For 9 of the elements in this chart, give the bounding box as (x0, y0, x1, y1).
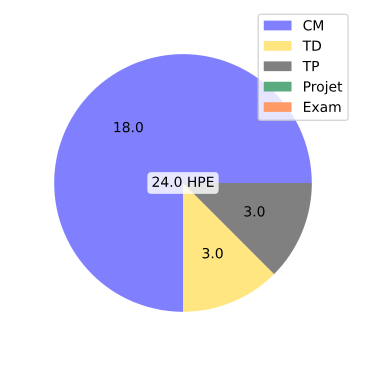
legend-label: TP (302, 61, 320, 72)
text: 24.0 HPE (152, 176, 214, 188)
legend-label: Projet (304, 80, 342, 94)
data-label: 18.0 (114, 122, 143, 132)
data-label: 3.0 (202, 248, 223, 258)
legend-label: Exam (304, 102, 340, 112)
legend-label: TD (302, 40, 321, 51)
legend-label: CM (303, 20, 323, 31)
data-label: 3.0 (244, 206, 265, 217)
